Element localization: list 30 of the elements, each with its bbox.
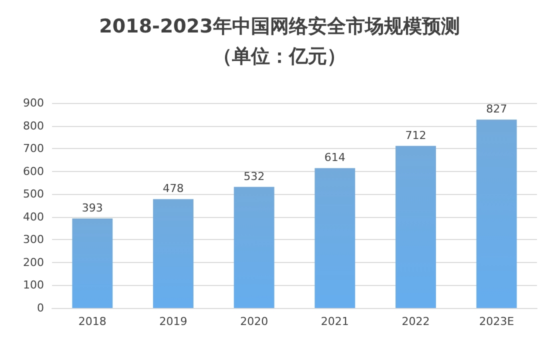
bar: [153, 199, 194, 308]
data-label: 614: [324, 151, 346, 164]
data-label: 712: [405, 128, 426, 142]
y-tick-label: 600: [23, 164, 44, 178]
data-label: 478: [162, 182, 184, 196]
data-label: 393: [82, 201, 103, 214]
y-tick-label: 200: [23, 256, 44, 269]
bar: [234, 186, 274, 308]
x-tick-label: 2020: [240, 315, 268, 328]
y-tick-label: 900: [23, 96, 44, 110]
x-tick-label: 2018: [78, 315, 106, 328]
y-tick-label: 500: [23, 188, 44, 201]
x-tick-label: 2023E: [479, 315, 514, 328]
y-tick-label: 300: [23, 233, 44, 246]
y-tick-label: 700: [23, 142, 44, 156]
y-tick-label: 0: [37, 302, 44, 314]
bar: [396, 146, 436, 308]
data-label: 827: [486, 102, 508, 116]
x-tick-label: 2021: [320, 315, 349, 328]
chart-title: 2018-2023年中国网络安全市场规模预测: [99, 16, 460, 38]
bar: [314, 168, 356, 308]
y-tick-label: 100: [23, 278, 44, 292]
bar: [476, 120, 517, 308]
data-label: 532: [244, 170, 265, 183]
bar: [72, 218, 113, 308]
x-tick-label: 2022: [402, 315, 430, 328]
x-tick-label: 2019: [159, 315, 188, 328]
y-tick-label: 800: [23, 119, 44, 132]
y-tick-label: 400: [23, 210, 44, 224]
chart-subtitle: （单位：亿元）: [213, 46, 346, 68]
